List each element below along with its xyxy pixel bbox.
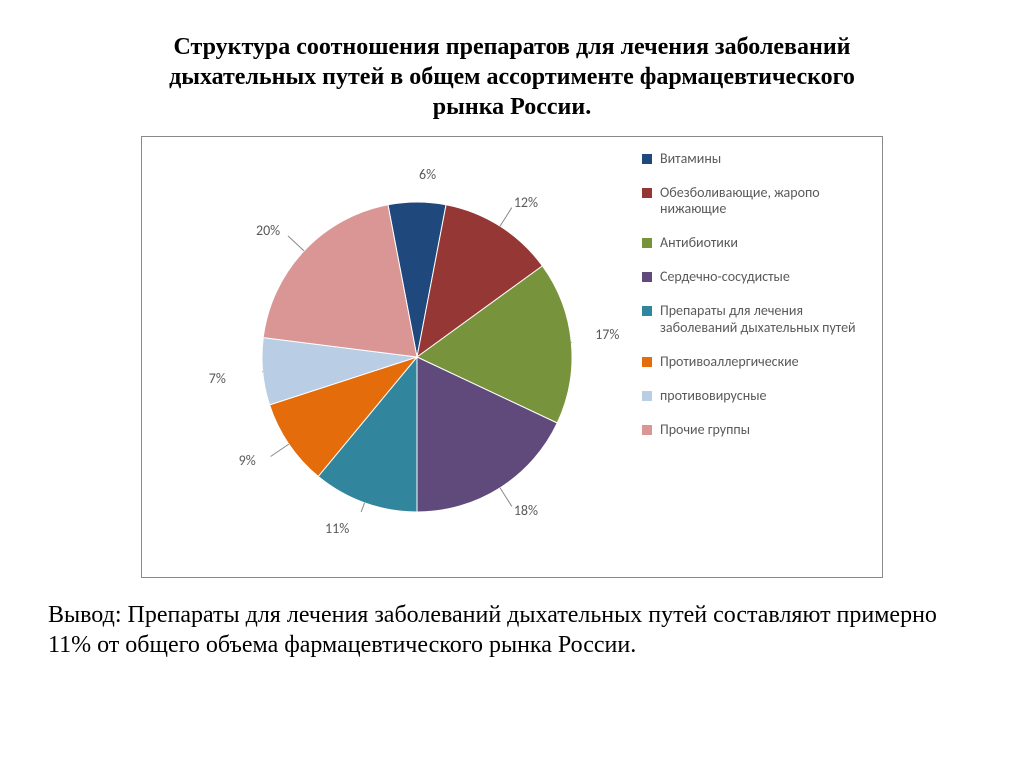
legend-item: Прочие группы xyxy=(642,422,867,438)
legend-swatch xyxy=(642,272,652,282)
legend-swatch xyxy=(642,306,652,316)
legend-swatch xyxy=(642,357,652,367)
legend-item: противовирусные xyxy=(642,388,867,404)
slice-label: 12% xyxy=(514,194,538,211)
legend-label: Сердечно-сосудистые xyxy=(660,269,867,285)
legend-item: Обезболивающие, жаропо нижающие xyxy=(642,185,867,217)
conclusion-text: Вывод: Препараты для лечения заболеваний… xyxy=(48,600,976,660)
legend-item: Антибиотики xyxy=(642,235,867,251)
slice-label: 7% xyxy=(209,370,226,387)
legend-item: Препараты для лечения заболеваний дыхате… xyxy=(642,303,867,335)
slice-label: 6% xyxy=(419,166,436,183)
legend-label: Прочие группы xyxy=(660,422,867,438)
legend: Витамины Обезболивающие, жаропо нижающие А… xyxy=(642,151,867,456)
legend-label: Обезболивающие, жаропо нижающие xyxy=(660,185,867,217)
legend-swatch xyxy=(642,154,652,164)
legend-item: Противоаллергические xyxy=(642,354,867,370)
slice-label: 17% xyxy=(595,326,619,343)
legend-item: Витамины xyxy=(642,151,867,167)
legend-label: Антибиотики xyxy=(660,235,867,251)
pie-chart: 6%12%17%18%11%9%7%20% xyxy=(262,202,572,512)
legend-label: Витамины xyxy=(660,151,867,167)
legend-item: Сердечно-сосудистые xyxy=(642,269,867,285)
legend-swatch xyxy=(642,391,652,401)
legend-label: противовирусные xyxy=(660,388,867,404)
legend-swatch xyxy=(642,238,652,248)
legend-label: Препараты для лечения заболеваний дыхате… xyxy=(660,303,867,335)
chart-container: 6%12%17%18%11%9%7%20% ВитаминыОбезболива… xyxy=(141,136,883,578)
legend-label: Противоаллергические xyxy=(660,354,867,370)
page-title: Структура соотношения препаратов для леч… xyxy=(152,32,872,122)
slice-label: 11% xyxy=(325,520,349,537)
slice-label: 20% xyxy=(256,222,280,239)
slice-label: 9% xyxy=(239,452,256,469)
slice-label: 18% xyxy=(514,502,538,519)
legend-swatch xyxy=(642,188,652,198)
legend-swatch xyxy=(642,425,652,435)
